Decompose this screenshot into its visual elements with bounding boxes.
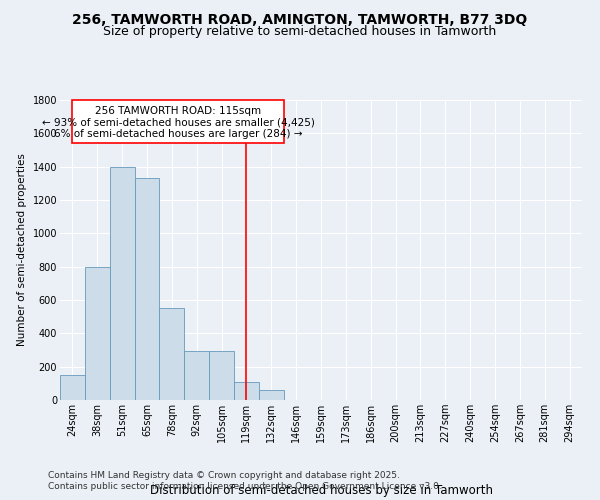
Text: ← 93% of semi-detached houses are smaller (4,425): ← 93% of semi-detached houses are smalle… bbox=[41, 118, 314, 128]
Bar bbox=[184, 351, 209, 400]
Bar bbox=[209, 351, 234, 400]
Text: Contains HM Land Registry data © Crown copyright and database right 2025.: Contains HM Land Registry data © Crown c… bbox=[48, 471, 400, 480]
Text: 6% of semi-detached houses are larger (284) →: 6% of semi-detached houses are larger (2… bbox=[54, 129, 302, 139]
Bar bbox=[160, 308, 184, 400]
Bar bbox=[110, 166, 134, 400]
Y-axis label: Number of semi-detached properties: Number of semi-detached properties bbox=[17, 154, 27, 346]
Bar bbox=[259, 390, 284, 400]
Text: 256 TAMWORTH ROAD: 115sqm: 256 TAMWORTH ROAD: 115sqm bbox=[95, 106, 261, 116]
Text: 256, TAMWORTH ROAD, AMINGTON, TAMWORTH, B77 3DQ: 256, TAMWORTH ROAD, AMINGTON, TAMWORTH, … bbox=[73, 12, 527, 26]
FancyBboxPatch shape bbox=[73, 100, 284, 144]
Bar bbox=[85, 266, 110, 400]
Bar bbox=[60, 375, 85, 400]
Bar bbox=[234, 382, 259, 400]
X-axis label: Distribution of semi-detached houses by size in Tamworth: Distribution of semi-detached houses by … bbox=[149, 484, 493, 497]
Text: Contains public sector information licensed under the Open Government Licence v3: Contains public sector information licen… bbox=[48, 482, 442, 491]
Text: Size of property relative to semi-detached houses in Tamworth: Size of property relative to semi-detach… bbox=[103, 25, 497, 38]
Bar bbox=[134, 178, 160, 400]
